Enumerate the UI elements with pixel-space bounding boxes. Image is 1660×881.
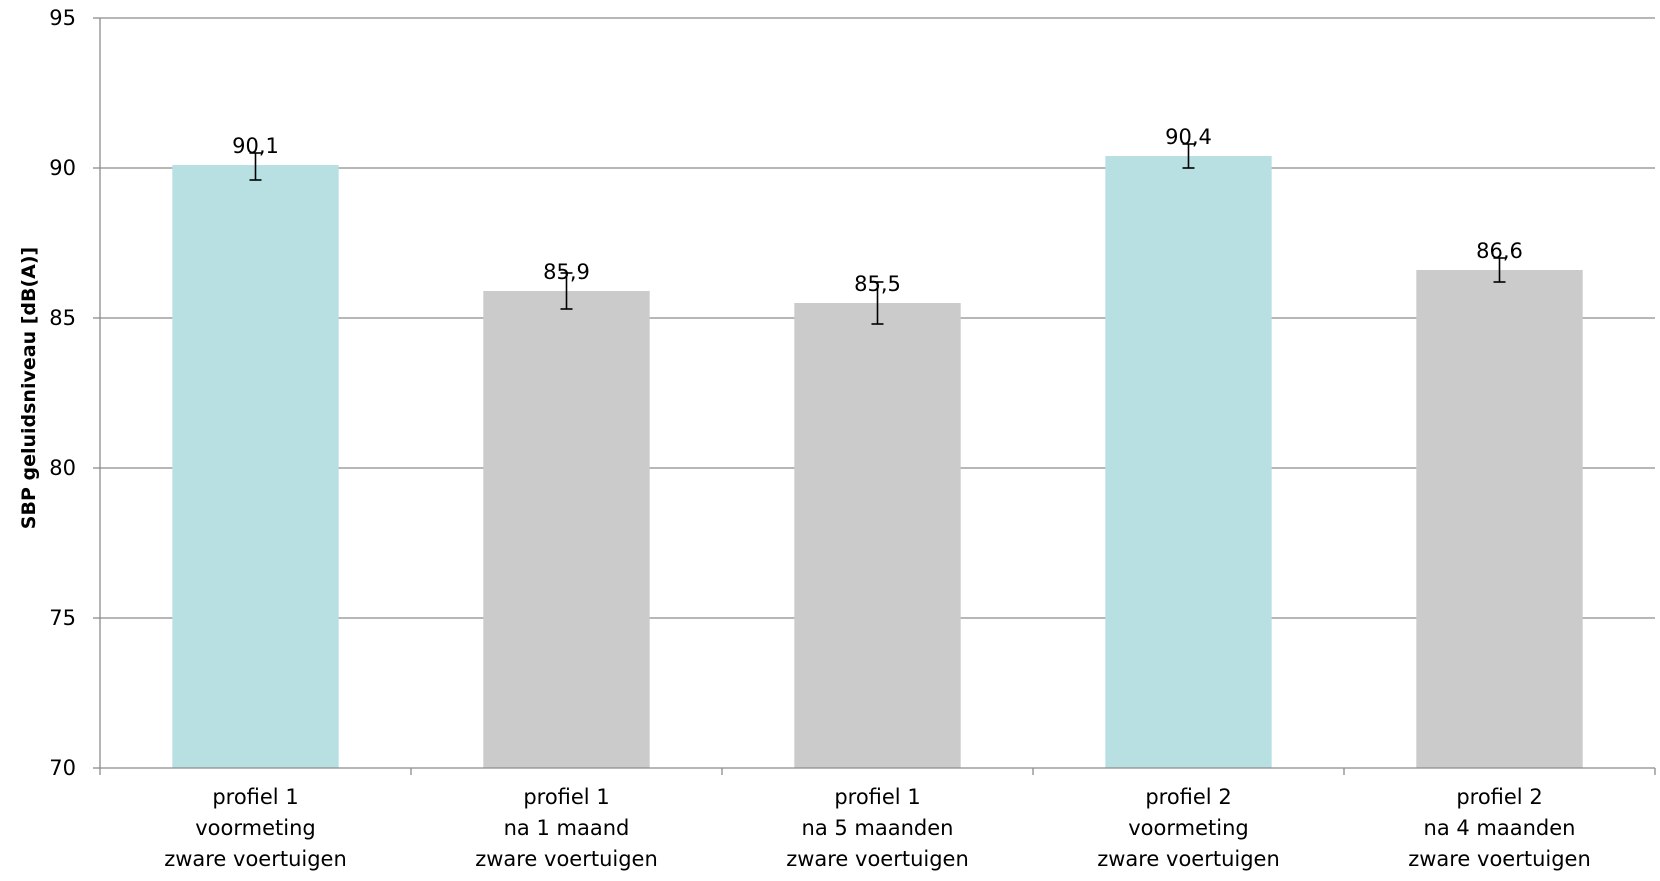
y-tick-label: 90	[49, 156, 76, 180]
x-category-label: profiel 1 na 1 maand zware voertuigen	[475, 785, 658, 871]
bar	[1416, 270, 1583, 768]
x-category-label-line: profiel 1	[212, 785, 298, 809]
x-category-label: profiel 1 na 5 maanden zware voertuigen	[786, 785, 969, 871]
x-category-label: profiel 2 na 4 maanden zware voertuigen	[1408, 785, 1591, 871]
data-label: 85,5	[854, 272, 901, 296]
x-category-label-line: na 4 maanden	[1424, 816, 1576, 840]
x-category-label: profiel 1 voormeting zware voertuigen	[164, 785, 347, 871]
data-label: 90,4	[1165, 125, 1212, 149]
x-category-label-line: na 1 maand	[504, 816, 630, 840]
y-tick-label: 70	[49, 756, 76, 780]
x-category-label-line: profiel 1	[834, 785, 920, 809]
bar	[794, 303, 961, 768]
x-category-label: profiel 2 voormeting zware voertuigen	[1097, 785, 1280, 871]
x-category-label-line: zware voertuigen	[1097, 847, 1280, 871]
x-category-label-line: zware voertuigen	[1408, 847, 1591, 871]
y-tick-label: 80	[49, 456, 76, 480]
axes: 70 75 80 85 90 95	[49, 6, 1656, 780]
x-category-label-line: profiel 2	[1145, 785, 1231, 809]
y-tick-label: 75	[49, 606, 76, 630]
error-bars	[249, 143, 1506, 325]
x-category-label-line: profiel 2	[1456, 785, 1542, 809]
y-tick-label: 85	[49, 306, 76, 330]
data-label: 90,1	[232, 134, 279, 158]
bar	[483, 291, 650, 768]
x-category-label-line: zware voertuigen	[164, 847, 347, 871]
data-label: 85,9	[543, 260, 590, 284]
x-category-label-line: na 5 maanden	[802, 816, 954, 840]
x-category-label-line: zware voertuigen	[786, 847, 969, 871]
data-label: 86,6	[1476, 239, 1523, 263]
bar	[1105, 156, 1272, 768]
x-category-label-line: profiel 1	[523, 785, 609, 809]
x-category-label-line: zware voertuigen	[475, 847, 658, 871]
x-category-label-line: voormeting	[1128, 816, 1248, 840]
y-axis-title: SBP geluidsniveau [dB(A)]	[18, 247, 40, 529]
x-category-label-line: voormeting	[195, 816, 315, 840]
data-labels: profiel 1 voormeting zware voertuigenprofi…	[164, 125, 1591, 871]
bars	[172, 156, 1583, 768]
y-tick-label: 95	[49, 6, 76, 30]
bar	[172, 165, 339, 768]
